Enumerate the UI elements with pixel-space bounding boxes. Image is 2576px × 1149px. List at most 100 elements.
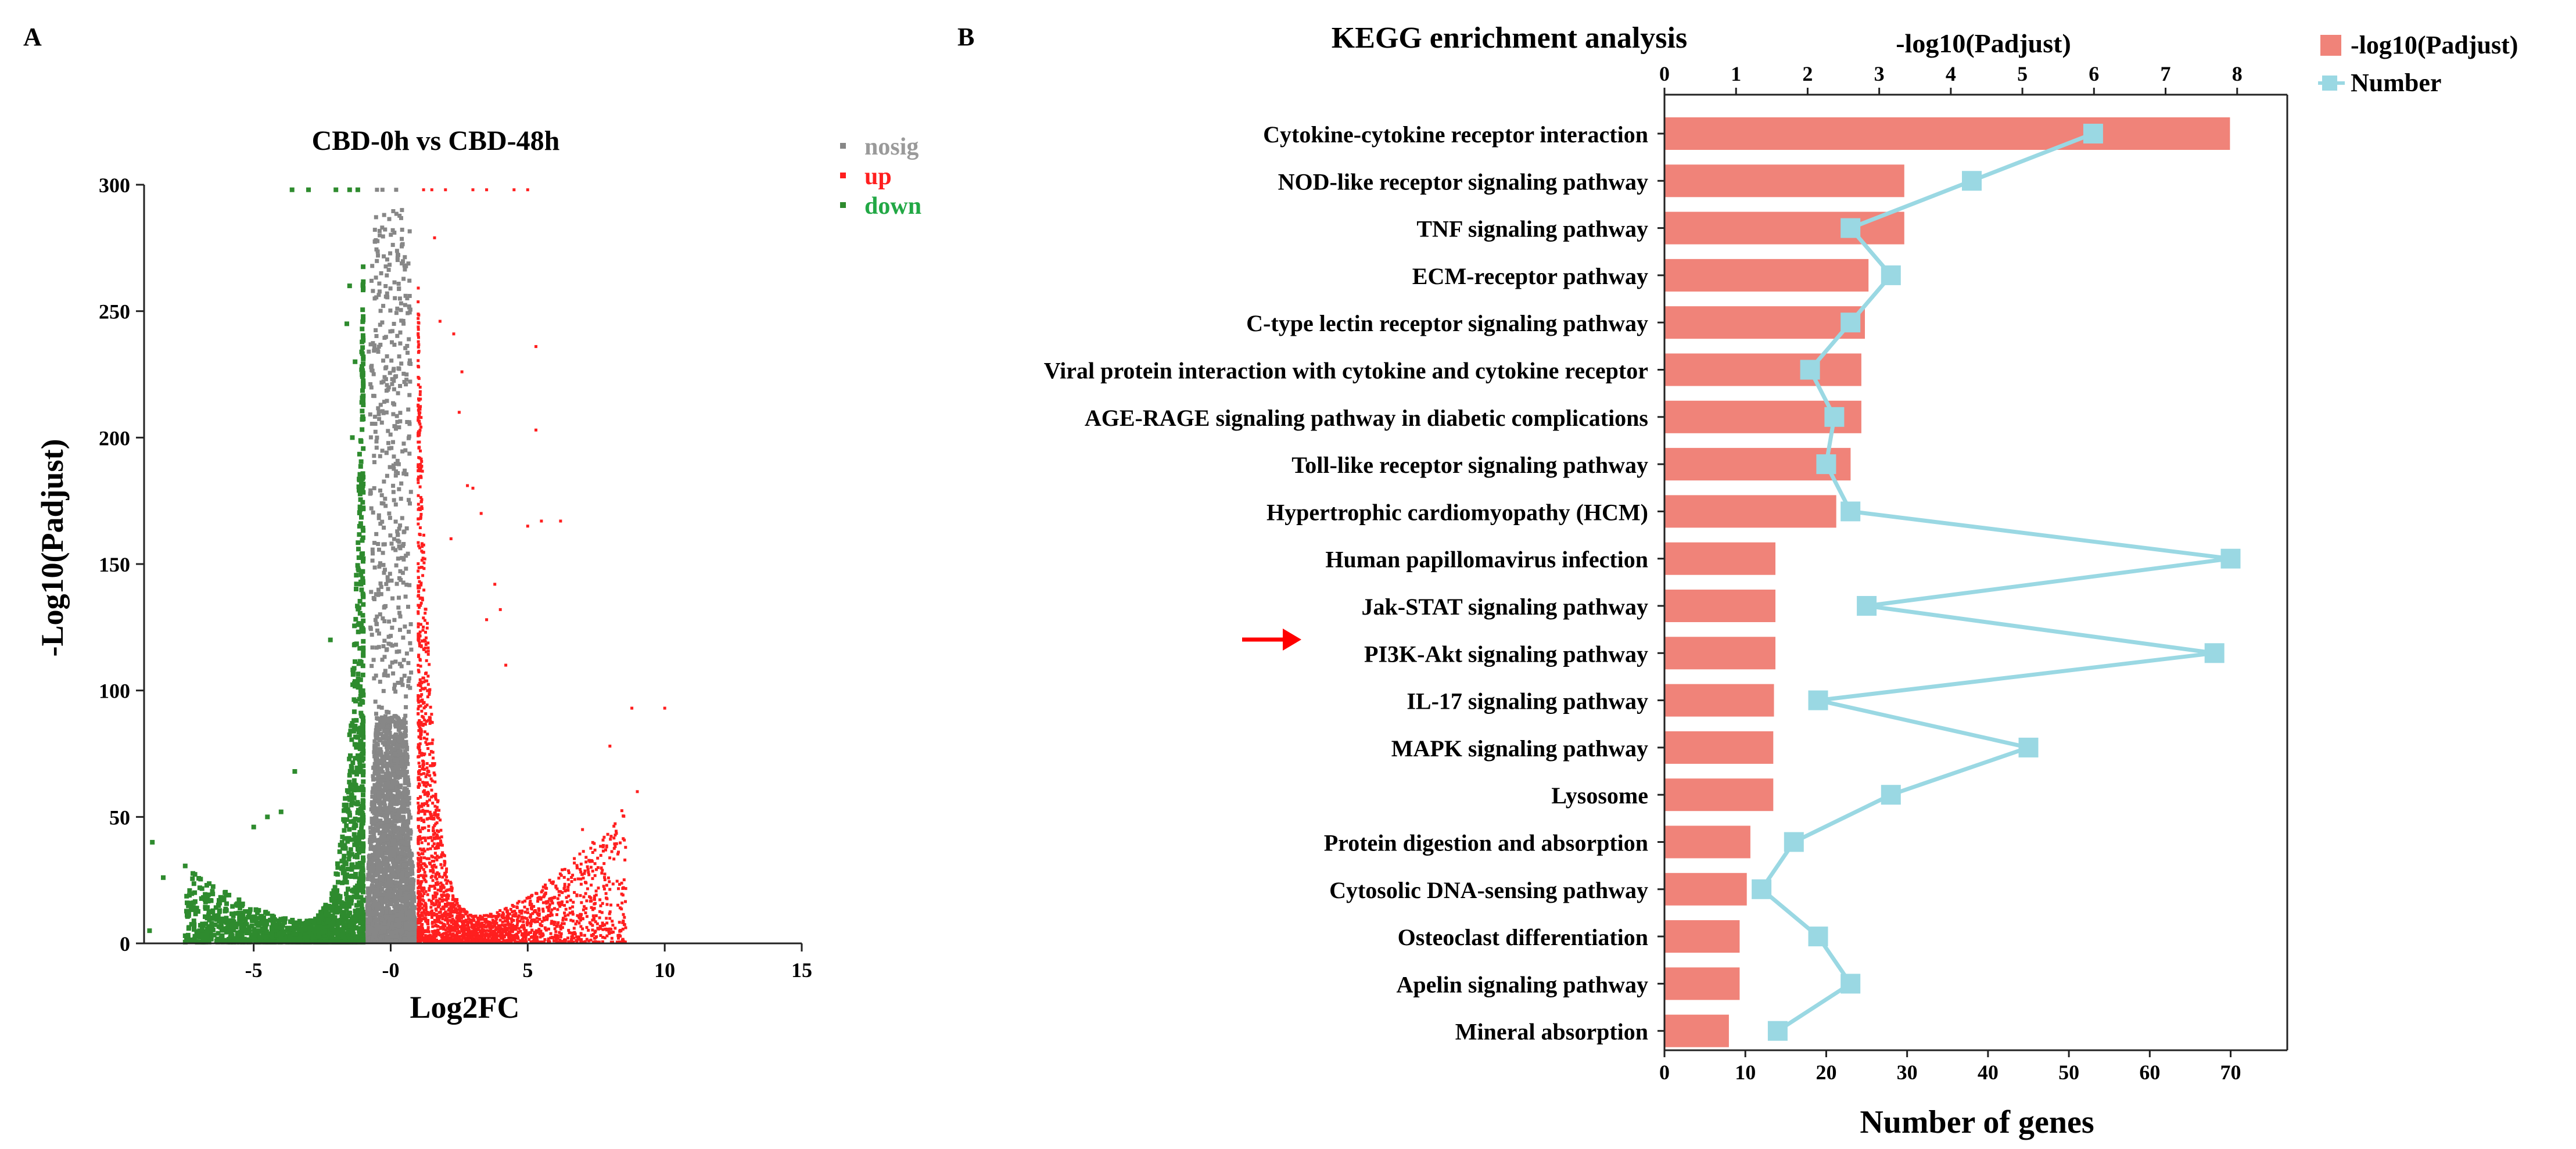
volcano-point-up bbox=[447, 888, 450, 892]
volcano-point-up bbox=[425, 929, 429, 932]
panel-a-letter: A bbox=[23, 23, 42, 51]
volcano-point-nosig bbox=[369, 919, 374, 924]
volcano-point-up bbox=[586, 868, 590, 871]
volcano-point-up bbox=[547, 927, 550, 931]
volcano-point-up bbox=[593, 936, 596, 940]
volcano-point-up bbox=[485, 914, 489, 917]
volcano-point-up bbox=[428, 817, 431, 820]
volcano-point-nosig bbox=[376, 513, 381, 518]
volcano-point-up bbox=[455, 916, 458, 920]
volcano-point-nosig bbox=[388, 759, 393, 763]
volcano-point-nosig bbox=[400, 261, 404, 265]
volcano-point-up bbox=[442, 891, 446, 894]
volcano-point-up bbox=[431, 845, 435, 848]
volcano-point-up bbox=[419, 425, 423, 429]
volcano-point-up bbox=[529, 913, 533, 917]
volcano-point-up bbox=[506, 918, 509, 921]
volcano-point-nosig bbox=[390, 879, 395, 884]
volcano-point-up bbox=[417, 416, 420, 419]
volcano-point-nosig bbox=[385, 846, 390, 851]
volcano-point-nosig bbox=[378, 930, 383, 935]
volcano-point-up bbox=[561, 940, 564, 943]
volcano-point-up bbox=[538, 932, 541, 935]
volcano-point-nosig bbox=[374, 439, 379, 444]
volcano-point-up bbox=[572, 920, 575, 922]
volcano-point-up bbox=[608, 880, 611, 884]
volcano-point-nosig bbox=[381, 794, 385, 799]
volcano-point-nosig bbox=[364, 933, 368, 938]
volcano-point-up bbox=[447, 907, 451, 910]
volcano-point-nosig bbox=[381, 551, 385, 555]
volcano-point-nosig bbox=[409, 871, 414, 875]
volcano-point-up bbox=[428, 663, 431, 666]
volcano-point-up bbox=[524, 938, 528, 941]
volcano-point-nosig bbox=[402, 846, 407, 851]
volcano-point-nosig bbox=[373, 899, 378, 904]
volcano-point-up bbox=[420, 841, 424, 845]
volcano-point-up bbox=[616, 852, 619, 856]
volcano-point-nosig bbox=[398, 627, 402, 632]
volcano-point-nosig bbox=[373, 933, 378, 938]
volcano-point-up bbox=[421, 802, 424, 806]
volcano-point-up bbox=[539, 935, 542, 939]
volcano-point-nosig bbox=[379, 731, 383, 736]
volcano-point-up bbox=[438, 875, 441, 878]
volcano-point-nosig bbox=[382, 336, 387, 340]
volcano-point-up bbox=[603, 872, 607, 876]
volcano-point-nosig bbox=[394, 469, 399, 474]
volcano-point-up bbox=[498, 931, 502, 934]
volcano-point-up bbox=[610, 931, 613, 934]
volcano-point-nosig bbox=[380, 922, 385, 927]
volcano-point-up bbox=[584, 860, 588, 864]
volcano-point-up bbox=[429, 862, 432, 866]
volcano-point-nosig bbox=[397, 908, 402, 913]
volcano-point-nosig bbox=[396, 605, 401, 610]
volcano-point-up bbox=[440, 895, 444, 899]
volcano-point-nosig bbox=[383, 937, 388, 941]
volcano-point-up bbox=[429, 836, 432, 839]
volcano-point-up bbox=[424, 902, 427, 905]
volcano-point-up bbox=[623, 923, 626, 927]
volcano-point-nosig bbox=[397, 754, 402, 758]
volcano-point-up bbox=[476, 916, 479, 920]
volcano-point-up bbox=[582, 908, 585, 911]
volcano-point-up bbox=[435, 877, 439, 881]
volcano-point-nosig bbox=[375, 759, 379, 764]
volcano-point-up bbox=[426, 641, 430, 645]
volcano-point-up bbox=[422, 820, 426, 824]
volcano-point-nosig bbox=[369, 364, 374, 368]
volcano-point-nosig bbox=[368, 412, 372, 416]
volcano-point-up bbox=[420, 459, 424, 463]
volcano-point-nosig bbox=[384, 877, 389, 881]
volcano-point-nosig bbox=[379, 780, 383, 785]
volcano-point-up bbox=[430, 788, 433, 792]
volcano-point-nosig bbox=[373, 617, 378, 622]
volcano-point-up bbox=[419, 721, 423, 724]
volcano-point-nosig bbox=[391, 490, 396, 494]
volcano-point-nosig bbox=[404, 566, 408, 571]
volcano-point-nosig bbox=[406, 660, 411, 665]
volcano-point-nosig bbox=[410, 937, 414, 942]
volcano-point-nosig bbox=[386, 890, 391, 895]
volcano-point-up bbox=[586, 865, 589, 868]
volcano-point-up bbox=[454, 922, 457, 926]
volcano-point-up bbox=[423, 836, 426, 840]
volcano-point-nosig bbox=[402, 805, 407, 809]
volcano-point-nosig bbox=[382, 479, 386, 484]
volcano-point-nosig bbox=[385, 795, 390, 799]
legend-label-up: up bbox=[864, 163, 892, 190]
volcano-point-up bbox=[553, 907, 556, 910]
volcano-point-nosig bbox=[404, 264, 408, 268]
volcano-point-nosig bbox=[372, 870, 376, 875]
volcano-point-up bbox=[432, 913, 435, 916]
volcano-point-nosig bbox=[373, 429, 378, 434]
volcano-point-nosig bbox=[387, 835, 392, 840]
volcano-point-nosig bbox=[385, 851, 390, 856]
volcano-point-nosig bbox=[365, 918, 370, 922]
volcano-point-up bbox=[570, 931, 573, 935]
volcano-point-up bbox=[621, 938, 624, 942]
volcano-point-nosig bbox=[387, 745, 392, 749]
volcano-point-nosig bbox=[392, 466, 396, 471]
volcano-point-nosig bbox=[392, 832, 396, 836]
volcano-point-nosig bbox=[375, 918, 379, 922]
